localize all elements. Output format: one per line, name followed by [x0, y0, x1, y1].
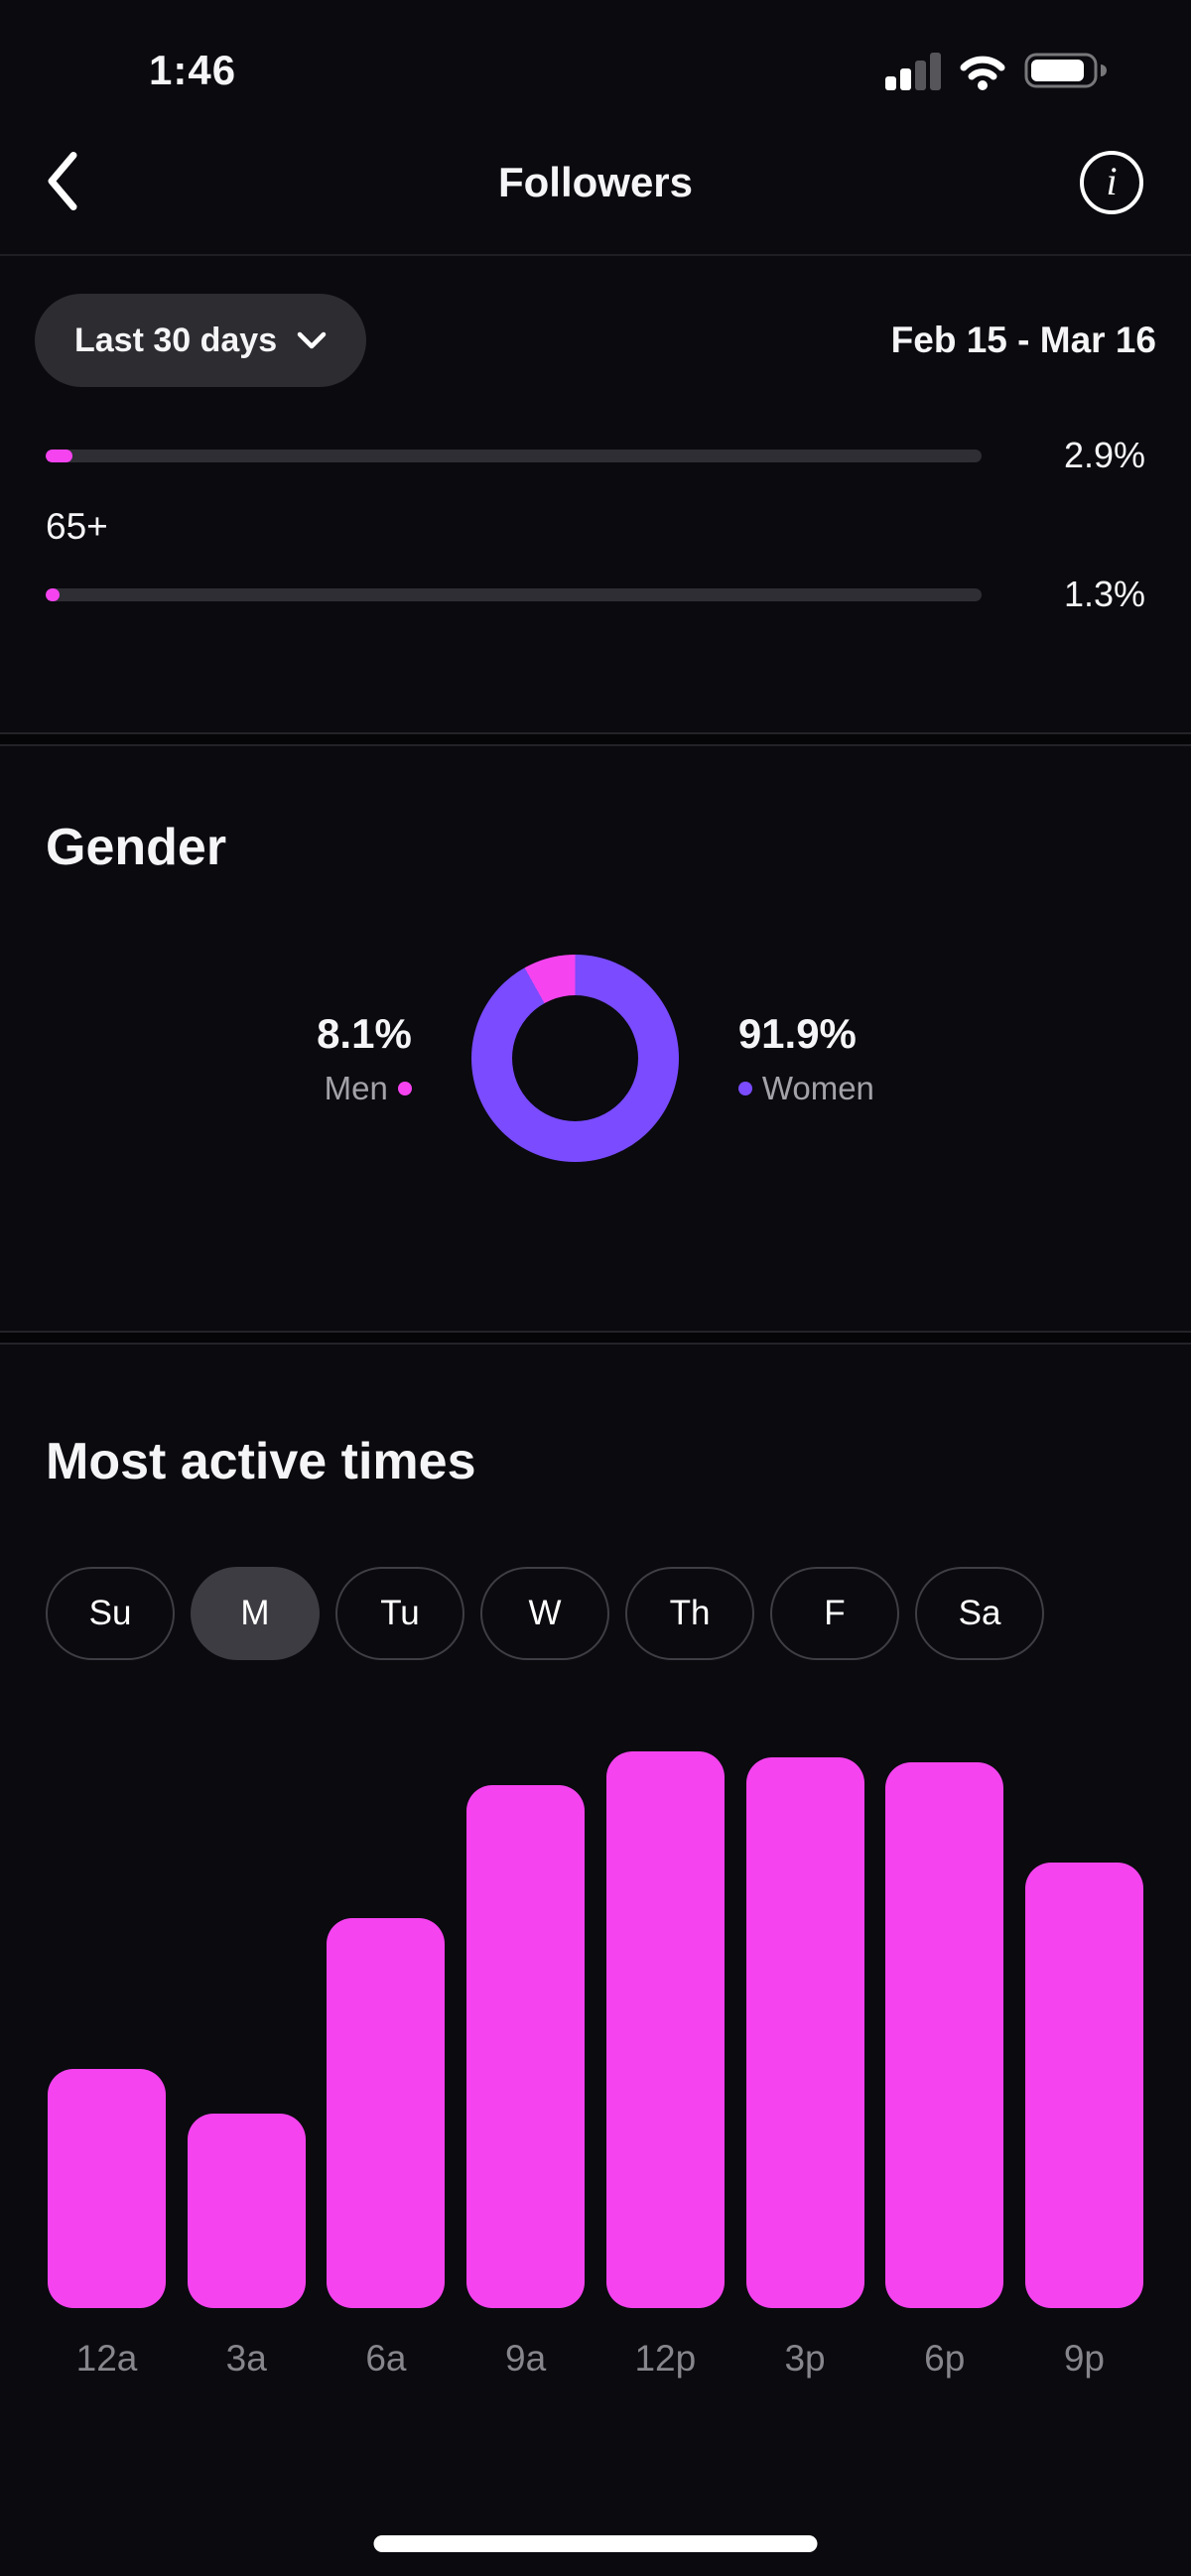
page-title: Followers — [497, 159, 694, 205]
men-label: Men — [325, 1070, 412, 1107]
cellular-signal-icon — [885, 53, 941, 90]
battery-icon — [1024, 53, 1107, 88]
age-progress-fill — [46, 587, 60, 601]
home-indicator[interactable] — [373, 2535, 818, 2552]
hour-label: 12p — [634, 2338, 697, 2379]
day-pill-tu[interactable]: Tu — [335, 1567, 464, 1660]
day-pill-th[interactable]: Th — [625, 1567, 754, 1660]
active-times-labels: 12a 3a 6a 9a 12p 3p 6p 9p — [0, 2338, 1191, 2380]
day-pill-sa[interactable]: Sa — [915, 1567, 1044, 1660]
gender-chart: 8.1% Men 91.9% Women — [46, 955, 1145, 1162]
info-button[interactable]: i — [1080, 151, 1143, 214]
header: Followers i — [0, 111, 1191, 256]
age-row: 2.9% — [46, 435, 1145, 476]
day-pill-m[interactable]: M — [191, 1567, 320, 1660]
day-pill-w[interactable]: W — [480, 1567, 609, 1660]
hour-label: 3a — [225, 2338, 267, 2379]
activity-bar-12p — [605, 1751, 725, 2308]
hour-label: 9p — [1063, 2338, 1105, 2379]
info-icon: i — [1106, 159, 1118, 203]
active-times-section: Most active times Su M Tu W Th F Sa 12a 3a 6a 9a 1… — [0, 1345, 1191, 2380]
activity-bar-12a — [48, 2068, 166, 2308]
age-progress-fill — [46, 449, 73, 462]
age-value: 2.9% — [1063, 435, 1145, 475]
status-bar: 1:46 — [0, 0, 1191, 111]
age-progress-track — [46, 587, 982, 601]
back-button[interactable] — [36, 144, 87, 222]
age-progress-track — [46, 449, 982, 462]
activity-bar-9p — [1024, 1863, 1143, 2308]
hour-label: 12a — [75, 2338, 138, 2379]
age-label: 65+ — [46, 506, 108, 547]
filter-row: Last 30 days Feb 15 - Mar 16 — [0, 256, 1191, 387]
gender-donut-chart — [470, 955, 679, 1162]
status-time: 1:46 — [149, 47, 237, 93]
gender-heading: Gender — [46, 819, 227, 876]
status-icons — [885, 51, 1108, 90]
active-times-chart — [0, 1751, 1191, 2308]
age-row: 65+ 1.3% — [46, 506, 1145, 615]
section-divider — [0, 1331, 1191, 1345]
men-legend-dot — [397, 1081, 412, 1095]
men-percentage: 8.1% — [317, 1009, 412, 1057]
day-selector: Su M Tu W Th F Sa — [46, 1567, 1191, 1660]
date-range-selector[interactable]: Last 30 days — [35, 294, 367, 387]
women-legend-dot — [737, 1081, 752, 1095]
day-pill-su[interactable]: Su — [46, 1567, 175, 1660]
section-divider — [0, 732, 1191, 746]
women-label-text: Women — [761, 1069, 874, 1106]
hour-label: 3p — [784, 2338, 826, 2379]
activity-bar-9a — [466, 1784, 586, 2308]
hour-label: 6p — [924, 2338, 966, 2379]
chevron-down-icon — [297, 331, 327, 349]
chevron-left-icon — [48, 152, 77, 210]
women-label: Women — [737, 1069, 874, 1107]
wifi-icon — [960, 56, 1005, 90]
date-range-text: Feb 15 - Mar 16 — [890, 320, 1156, 360]
age-value: 1.3% — [1063, 574, 1145, 614]
active-times-heading: Most active times — [46, 1433, 476, 1490]
hour-label: 9a — [505, 2338, 547, 2379]
gender-section: Gender 8.1% Men 91.9% Women — [0, 746, 1191, 1331]
women-percentage: 91.9% — [737, 1009, 857, 1057]
activity-bar-3a — [187, 2113, 306, 2308]
age-rows: 2.9% 65+ 1.3% — [0, 387, 1191, 732]
activity-bar-6a — [327, 1918, 446, 2308]
day-pill-f[interactable]: F — [770, 1567, 899, 1660]
hour-label: 6a — [365, 2338, 407, 2379]
activity-bar-3p — [745, 1756, 864, 2308]
activity-bar-6p — [885, 1762, 1004, 2308]
men-label-text: Men — [324, 1069, 388, 1106]
women-stat: 91.9% Women — [737, 1009, 874, 1107]
men-stat: 8.1% Men — [317, 1010, 412, 1107]
range-label: Last 30 days — [74, 321, 278, 359]
